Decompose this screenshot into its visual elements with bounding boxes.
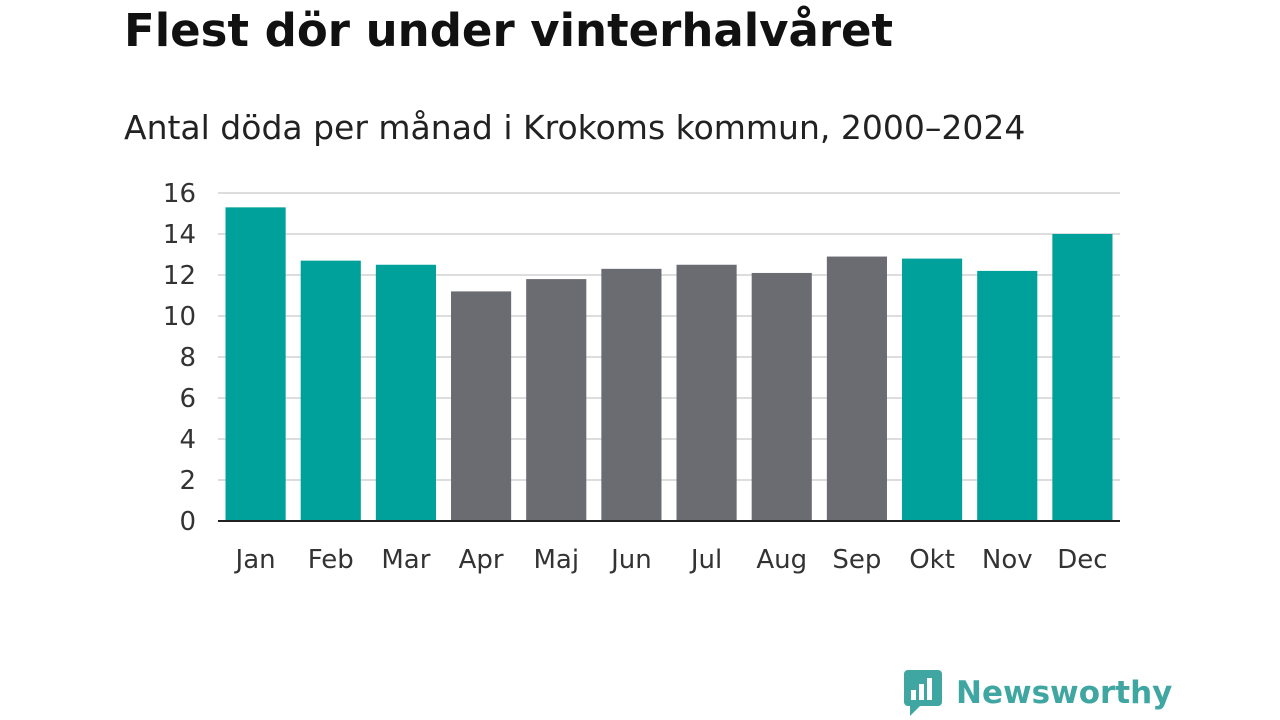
y-tick-label: 12 (163, 261, 196, 291)
x-tick-label-jun: Jun (609, 545, 652, 575)
x-tick-label-feb: Feb (308, 545, 354, 575)
x-tick-label-aug: Aug (756, 545, 807, 575)
bar-sep (826, 256, 887, 521)
y-axis-ticks: 0 2 4 6 8 10 12 14 16 (163, 179, 196, 537)
x-tick-label-jan: Jan (234, 545, 276, 575)
newsworthy-logo-icon (904, 670, 942, 716)
y-tick-label: 14 (163, 220, 196, 250)
chart-title: Flest dör under vinterhalvåret (124, 4, 894, 57)
bar-feb (300, 260, 361, 521)
gridlines (218, 192, 1120, 481)
y-tick-label: 0 (179, 507, 196, 537)
x-tick-label-dec: Dec (1057, 545, 1107, 575)
bar-mar (375, 264, 436, 521)
y-tick-label: 10 (163, 302, 196, 332)
y-tick-label: 16 (163, 179, 196, 209)
y-tick-label: 6 (179, 384, 196, 414)
bar-maj (526, 279, 587, 521)
chart-subtitle: Antal döda per månad i Krokoms kommun, 2… (124, 108, 1026, 147)
bar-nov (977, 270, 1038, 521)
bars (225, 207, 1113, 521)
newsworthy-logo-text: Newsworthy (956, 675, 1173, 711)
y-tick-label: 4 (179, 425, 196, 455)
x-tick-label-jul: Jul (689, 545, 722, 575)
bar-jun (601, 268, 662, 521)
x-tick-label-apr: Apr (459, 545, 504, 575)
y-tick-label: 2 (179, 466, 196, 496)
newsworthy-logo: Newsworthy (902, 668, 1172, 718)
x-tick-label-maj: Maj (533, 545, 579, 575)
bar-okt (902, 258, 963, 521)
bar-jul (676, 264, 737, 521)
x-axis-ticks: Jan Feb Mar Apr Maj Jun Jul Aug Sep Okt Nov Dec (234, 545, 1108, 575)
x-tick-label-nov: Nov (982, 545, 1033, 575)
bar-aug (751, 272, 812, 521)
bar-jan (225, 207, 286, 521)
x-tick-label-okt: Okt (909, 545, 955, 575)
bar-dec (1052, 234, 1113, 521)
bar-apr (451, 291, 512, 521)
y-tick-label: 8 (179, 343, 196, 373)
x-tick-label-sep: Sep (832, 545, 881, 575)
x-tick-label-mar: Mar (381, 545, 430, 575)
